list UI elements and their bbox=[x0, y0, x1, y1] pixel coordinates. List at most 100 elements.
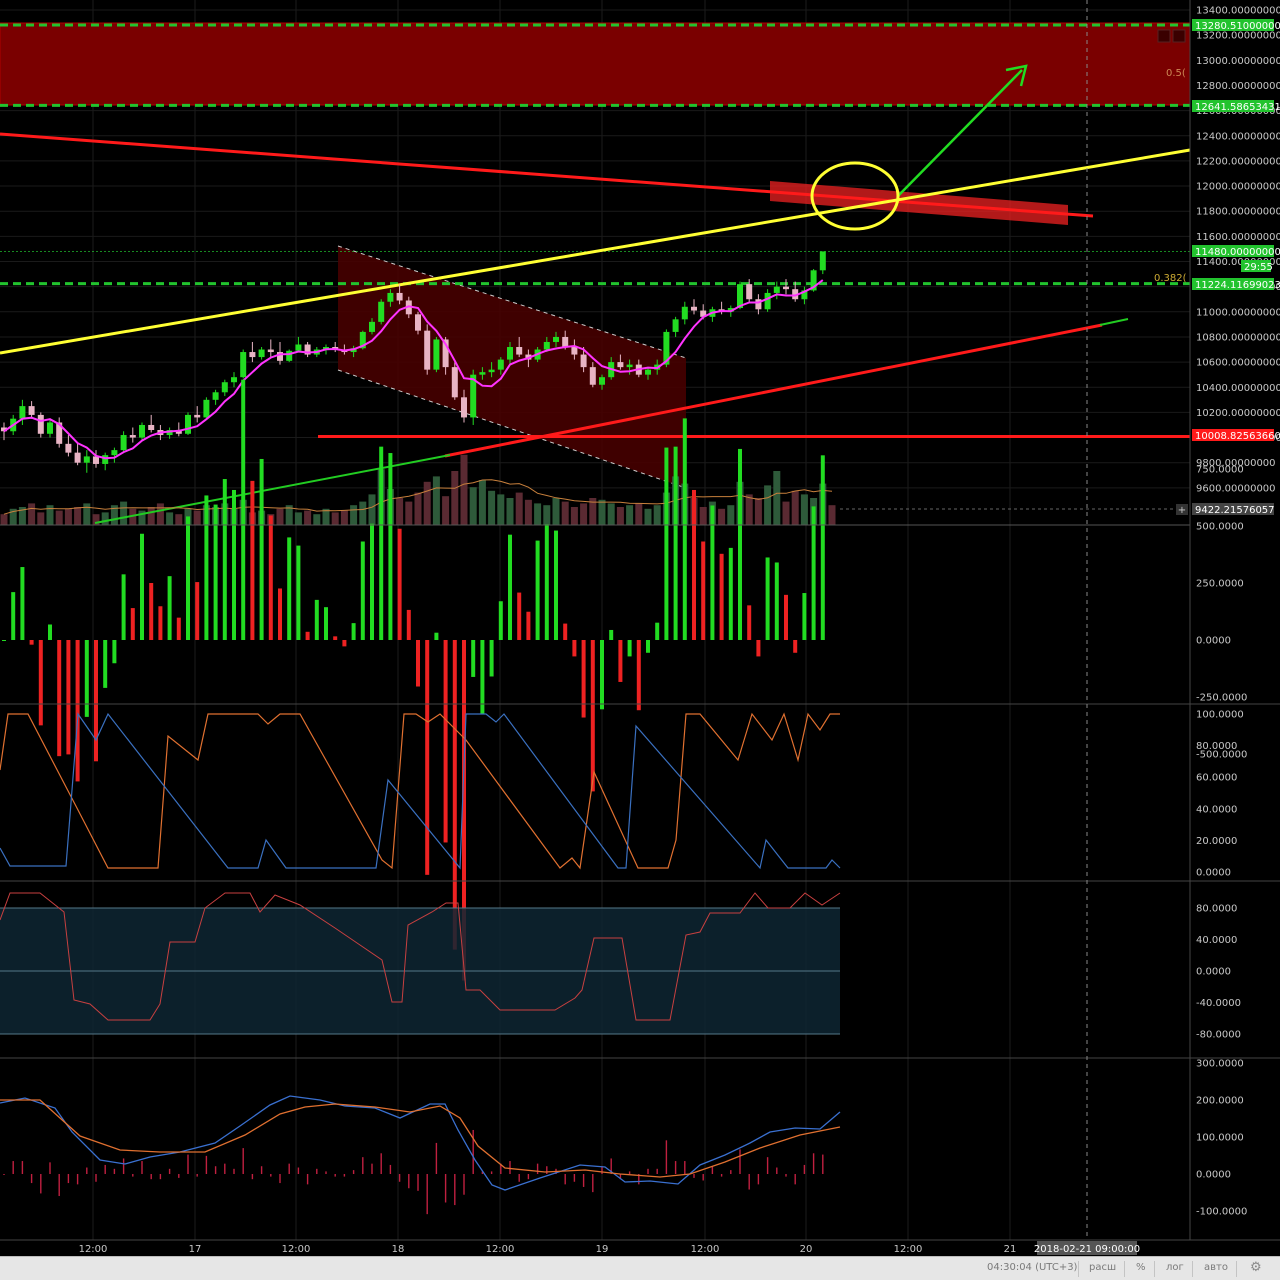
osc-bar bbox=[278, 588, 282, 640]
macd-hist-bar bbox=[270, 1174, 272, 1177]
plus-icon[interactable]: + bbox=[1178, 505, 1186, 516]
osc-bar bbox=[66, 640, 71, 755]
macd-tick: 200.0000 bbox=[1196, 1096, 1244, 1107]
osc-bar bbox=[149, 583, 154, 640]
osc-bar bbox=[314, 599, 319, 640]
target-arrow bbox=[897, 69, 1023, 197]
macd-tick: 0.0000 bbox=[1196, 1170, 1231, 1181]
horizontal-lines bbox=[0, 23, 1190, 438]
macd-hist-bar bbox=[546, 1166, 548, 1174]
volume-bar bbox=[110, 505, 118, 525]
main-price-tick: 9800.00000000 bbox=[1196, 458, 1276, 469]
price-label: 9422.21576057 bbox=[1195, 505, 1275, 516]
percent-scale-button[interactable]: % bbox=[1136, 1262, 1146, 1273]
macd-hist-bar bbox=[113, 1168, 116, 1174]
osc-bar bbox=[186, 516, 190, 640]
macd-hist-bar bbox=[132, 1174, 134, 1177]
candle-body bbox=[405, 300, 412, 315]
extended-hours-button[interactable]: расш bbox=[1089, 1262, 1117, 1273]
auto-scale-button[interactable]: авто bbox=[1204, 1262, 1228, 1273]
macd-hist-bar bbox=[3, 1174, 5, 1175]
osc-bar bbox=[112, 640, 117, 664]
bounded_oscillator-tick: 80.0000 bbox=[1196, 904, 1237, 915]
price-labels: 13280.51000000 12641.58653431 11480.000000… bbox=[1192, 19, 1280, 516]
macd-histogram bbox=[3, 1129, 824, 1215]
volume-bar bbox=[524, 499, 532, 525]
volume-bar bbox=[83, 503, 91, 525]
oscillator_histogram-tick: 0.0000 bbox=[1196, 636, 1231, 647]
log-scale-button[interactable]: лог bbox=[1166, 1262, 1184, 1273]
osc-bar bbox=[535, 540, 540, 640]
price-label-bg bbox=[1192, 100, 1274, 112]
candle-body bbox=[773, 286, 780, 293]
bounded-oscillator-panel bbox=[0, 892, 841, 1035]
macd-hist-bar bbox=[297, 1167, 300, 1174]
volume-bar bbox=[313, 514, 321, 525]
volume-bar bbox=[764, 485, 772, 525]
aroon-tick: 100.0000 bbox=[1196, 710, 1244, 721]
time-axis: 12:00 17 12:00 18 12:00 19 12:00 20 12:00 21 bbox=[79, 1244, 1017, 1255]
candle-body bbox=[221, 382, 228, 393]
macd-hist-bar bbox=[178, 1174, 180, 1178]
volume-bar bbox=[497, 494, 505, 525]
osc-bar bbox=[682, 418, 687, 640]
descending-channel bbox=[338, 246, 686, 488]
macd-hist-bar bbox=[601, 1166, 603, 1174]
price-label-bg bbox=[1192, 278, 1274, 290]
main-price-tick: 11600.00000000 bbox=[1196, 232, 1280, 243]
candle-body bbox=[185, 414, 191, 434]
volume-bar bbox=[543, 505, 551, 525]
osc-bar bbox=[296, 545, 301, 640]
osc-bar bbox=[811, 506, 816, 640]
candle-body bbox=[783, 286, 789, 290]
osc-bar bbox=[406, 609, 411, 640]
volume-bar bbox=[294, 512, 302, 525]
macd-hist-bar bbox=[306, 1174, 309, 1185]
oscillator-histogram-panel bbox=[2, 379, 825, 981]
descending-trendline bbox=[0, 132, 1094, 218]
candle-body bbox=[727, 308, 734, 312]
signal-line bbox=[0, 1099, 841, 1178]
volume-bar bbox=[359, 501, 367, 525]
volume-bar bbox=[92, 514, 100, 525]
gear-icon[interactable]: ⚙ bbox=[1250, 1260, 1262, 1275]
volume-bar bbox=[469, 487, 477, 525]
volume-bar bbox=[74, 507, 82, 525]
main-price-tick: 9600.00000000 bbox=[1196, 483, 1276, 494]
plus-icon-box[interactable] bbox=[1176, 504, 1188, 515]
osc-bar bbox=[508, 534, 512, 640]
price-label: 12641.58653431 bbox=[1195, 102, 1280, 113]
price-label: 11480.00000000 bbox=[1195, 247, 1280, 258]
osc-bar bbox=[747, 605, 752, 640]
macd-hist-bar bbox=[536, 1163, 539, 1174]
candle-body bbox=[792, 289, 799, 300]
osc-bar bbox=[563, 623, 568, 640]
osc-bar bbox=[554, 530, 558, 640]
bounded_oscillator-tick: -80.0000 bbox=[1196, 1030, 1241, 1041]
volume-bar bbox=[304, 510, 312, 525]
ascending-trendline bbox=[0, 148, 1191, 355]
candle-body bbox=[323, 347, 329, 350]
macd-hist-bar bbox=[711, 1166, 714, 1174]
volume-bar bbox=[589, 498, 597, 525]
osc-bar bbox=[425, 640, 430, 875]
macd-hist-bar bbox=[159, 1174, 162, 1180]
osc-bar bbox=[11, 592, 16, 640]
macd-hist-bar bbox=[168, 1168, 171, 1174]
candle-body bbox=[396, 292, 403, 301]
volume-bars bbox=[0, 454, 836, 525]
candle-body bbox=[286, 350, 293, 361]
candle-body bbox=[755, 299, 762, 310]
aroon-up-line bbox=[0, 712, 840, 870]
time-tick: 12:00 bbox=[282, 1244, 311, 1255]
osc-bar bbox=[664, 447, 669, 640]
volume-bar bbox=[791, 490, 799, 525]
candle-body bbox=[65, 443, 72, 453]
osc-bar bbox=[20, 567, 25, 640]
candle-body bbox=[801, 290, 808, 300]
osc-bar bbox=[388, 453, 393, 640]
macd-hist-bar bbox=[58, 1174, 60, 1197]
volume-bar bbox=[193, 510, 201, 525]
macd-hist-bar bbox=[592, 1174, 594, 1193]
